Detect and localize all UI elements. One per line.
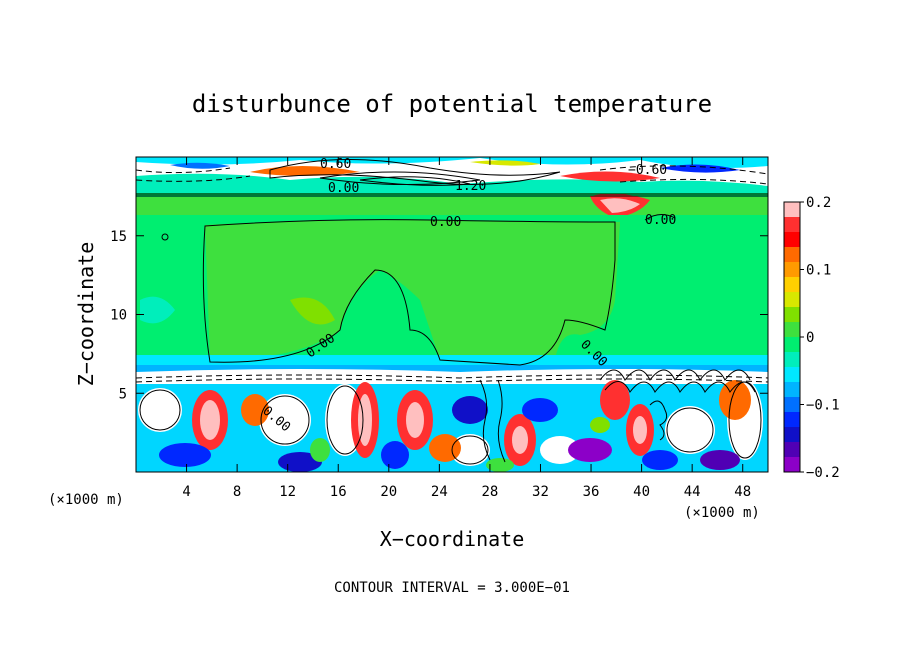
- x-axis-label: X−coordinate: [380, 527, 525, 551]
- colorbar-tick-label: −0.1: [806, 398, 840, 414]
- contour-interval: CONTOUR INTERVAL = 3.000E−01: [334, 580, 570, 596]
- colorbar-tick-label: 0: [806, 330, 814, 346]
- colorbar-swatch: [784, 397, 800, 413]
- x-tick-label: 12: [279, 484, 296, 500]
- colorbar-swatch: [784, 247, 800, 263]
- y-tick-label: 5: [119, 386, 127, 402]
- contour-label: 0.00: [430, 215, 461, 230]
- y-tick-label: 10: [110, 308, 127, 324]
- x-tick-label: 16: [330, 484, 347, 500]
- chart-title: disturbunce of potential temperature: [192, 90, 712, 118]
- colorbar-swatch: [784, 367, 800, 383]
- contour-lines: [136, 158, 768, 465]
- z-unit-label: (×1000 m): [48, 492, 124, 508]
- colorbar-swatch: [784, 262, 800, 278]
- x-tick-label: 44: [684, 484, 701, 500]
- x-tick-label: 48: [734, 484, 751, 500]
- x-tick-label: 32: [532, 484, 549, 500]
- colorbar-swatch: [784, 457, 800, 473]
- colorbar: 0.2 0.1 0 −0.1 −0.2: [783, 195, 840, 481]
- contour-label: −0.60: [628, 163, 667, 178]
- x-tick-label: 28: [481, 484, 498, 500]
- colorbar-swatch: [784, 427, 800, 443]
- colorbar-swatch: [784, 337, 800, 353]
- x-tick-label: 8: [233, 484, 241, 500]
- colorbar-swatch: [784, 307, 800, 323]
- colorbar-swatch: [784, 232, 800, 248]
- colorbar-tick-label: 0.2: [806, 195, 831, 211]
- colorbar-swatch: [784, 217, 800, 233]
- x-unit-label: (×1000 m): [684, 505, 760, 521]
- colorbar-swatch: [784, 352, 800, 368]
- y-axis: 5 10 15: [110, 229, 768, 402]
- x-axis: 4 8 12 16 20 24 28 32 36 40 44 48: [182, 157, 751, 500]
- colorbar-swatch: [784, 292, 800, 308]
- y-axis-label: Z−coordinate: [74, 242, 98, 387]
- contour-label: 0.00: [645, 213, 676, 228]
- contour-label: 0.00: [328, 181, 359, 196]
- colorbar-swatch: [784, 442, 800, 458]
- contour-label: 1.20: [455, 179, 486, 194]
- colorbar-tick-label: −0.2: [806, 465, 840, 481]
- x-tick-label: 36: [583, 484, 600, 500]
- x-tick-label: 4: [182, 484, 190, 500]
- x-tick-label: 40: [633, 484, 650, 500]
- colorbar-swatch: [784, 412, 800, 428]
- colorbar-swatch: [784, 277, 800, 293]
- potential-temperature-field: [136, 157, 768, 472]
- colorbar-tick-label: 0.1: [806, 263, 831, 279]
- colorbar-swatch: [784, 202, 800, 218]
- colorbar-swatch: [784, 382, 800, 398]
- colorbar-swatch: [784, 322, 800, 338]
- y-tick-label: 15: [110, 229, 127, 245]
- contour-label: 0.60: [320, 157, 351, 172]
- x-tick-label: 24: [431, 484, 448, 500]
- x-tick-label: 20: [380, 484, 397, 500]
